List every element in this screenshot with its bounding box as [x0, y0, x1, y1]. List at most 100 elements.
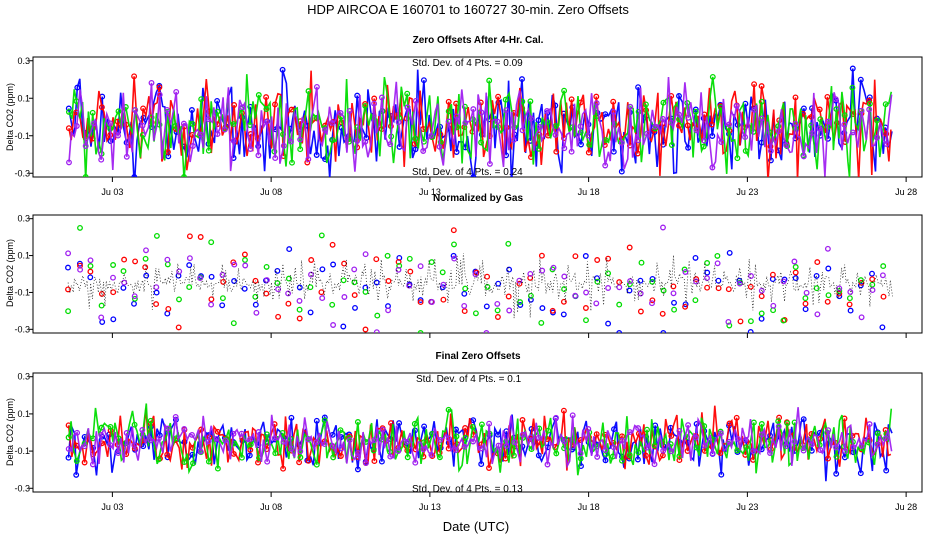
data-point: [780, 278, 787, 285]
data-point: [164, 256, 171, 263]
data-point: [594, 275, 600, 282]
data-point: [670, 290, 677, 297]
data-point: [619, 437, 625, 444]
y-tick-label: 0.1: [17, 409, 30, 419]
data-point: [330, 261, 337, 268]
data-point: [412, 97, 419, 104]
data-point: [338, 445, 345, 452]
data-point: [98, 104, 105, 111]
data-point: [709, 164, 716, 171]
data-point: [131, 300, 137, 307]
data-point: [445, 118, 452, 125]
data-point: [660, 447, 667, 454]
data-point: [704, 284, 711, 291]
data-point: [874, 430, 881, 437]
data-point: [247, 146, 254, 152]
data-point: [642, 452, 649, 459]
data-point: [685, 144, 692, 151]
data-point: [715, 277, 722, 284]
data-point: [692, 108, 699, 115]
data-point: [66, 159, 72, 166]
data-point: [737, 318, 744, 325]
x-tick-label: Ju 13: [419, 187, 441, 197]
data-point: [247, 436, 253, 443]
data-point: [693, 444, 700, 451]
data-point: [440, 281, 447, 288]
data-point: [883, 141, 890, 147]
data-point: [882, 435, 889, 442]
x-tick-label: Ju 03: [101, 187, 123, 197]
data-point: [148, 79, 155, 86]
data-point: [660, 99, 667, 106]
data-point: [883, 467, 890, 474]
data-point: [635, 425, 642, 432]
data-point: [627, 103, 634, 110]
y-tick-label: -0.1: [14, 131, 30, 141]
data-point: [181, 426, 188, 432]
y-tick-label: 0.3: [17, 214, 30, 224]
data-point: [346, 107, 353, 114]
data-point: [682, 301, 689, 308]
data-point: [709, 450, 716, 457]
data-point: [866, 106, 873, 113]
data-point: [561, 438, 568, 445]
data-point: [718, 471, 725, 478]
data-point: [164, 106, 171, 113]
data-point: [847, 289, 854, 295]
data-point: [494, 118, 501, 125]
x-axis-label: Date (UTC): [443, 519, 509, 534]
data-point: [428, 451, 435, 458]
data-point: [527, 270, 534, 277]
data-point: [682, 269, 689, 275]
data-point: [153, 284, 160, 291]
data-point: [880, 263, 887, 270]
data-point: [676, 428, 683, 434]
data-point: [808, 441, 815, 448]
data-point: [502, 96, 509, 103]
data-point: [429, 299, 435, 305]
data-point: [583, 289, 590, 296]
data-point: [847, 307, 854, 314]
data-point: [552, 131, 559, 138]
panel-3-series-area: [65, 403, 893, 482]
data-point: [718, 139, 725, 146]
series-line: [68, 76, 893, 177]
data-point: [288, 445, 295, 452]
data-point: [186, 284, 193, 291]
data-point: [594, 453, 601, 460]
panel-3-title: Final Zero Offsets: [435, 351, 520, 362]
data-point: [428, 259, 435, 266]
data-point: [726, 438, 733, 445]
data-point: [800, 153, 807, 160]
data-point: [231, 261, 238, 268]
data-point: [775, 423, 782, 430]
panel-3: Final Zero Offsets Delta CO2 (ppm) -0.3-…: [5, 351, 923, 512]
data-point: [494, 314, 501, 320]
data-point: [725, 318, 732, 325]
data-point: [747, 283, 754, 290]
data-point: [241, 251, 248, 258]
data-point: [747, 318, 754, 325]
data-point: [751, 106, 758, 113]
data-point: [373, 279, 380, 286]
data-point: [180, 120, 187, 127]
data-point: [322, 127, 328, 133]
series-line: [68, 407, 893, 469]
data-point: [494, 300, 501, 307]
data-point: [219, 302, 226, 309]
data-point: [421, 423, 428, 430]
data-point: [172, 413, 179, 420]
data-point: [319, 295, 326, 302]
data-point: [286, 246, 293, 253]
data-point: [189, 451, 196, 458]
data-point: [131, 174, 138, 177]
data-point: [483, 303, 490, 310]
data-point: [792, 120, 799, 127]
data-point: [221, 126, 228, 133]
data-point: [308, 257, 315, 263]
data-point: [329, 301, 336, 308]
data-point: [354, 466, 361, 473]
data-point: [440, 296, 447, 303]
data-point: [767, 157, 774, 164]
data-point: [616, 284, 623, 291]
